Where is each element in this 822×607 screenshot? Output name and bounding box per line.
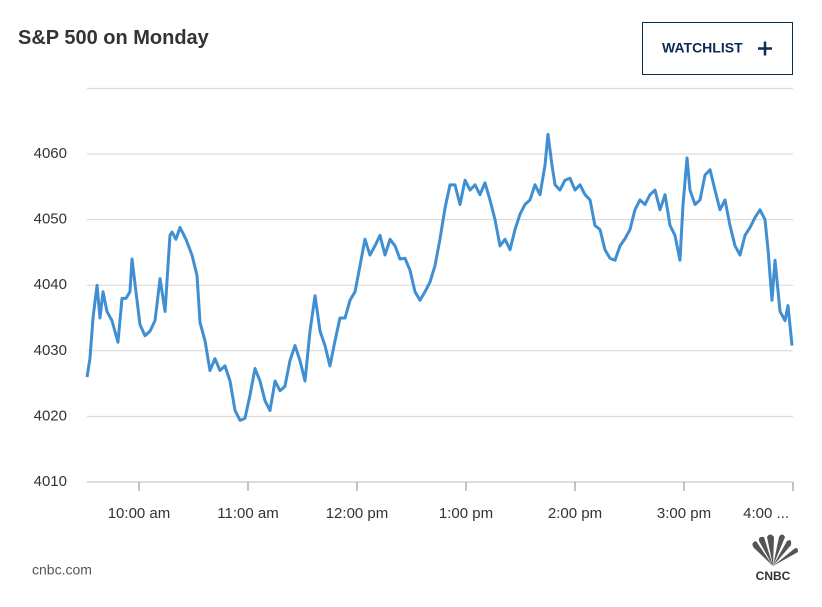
y-tick-label: 4060 (34, 145, 67, 162)
x-tick-label: 1:00 pm (439, 505, 493, 522)
x-tick-label: 10:00 am (108, 505, 171, 522)
x-tick-label: 3:00 pm (657, 505, 711, 522)
y-tick-label: 4040 (34, 276, 67, 293)
y-tick-label: 4020 (34, 407, 67, 424)
logo-text: CNBC (756, 569, 791, 583)
y-tick-label: 4050 (34, 211, 67, 228)
y-tick-label: 4010 (34, 473, 67, 490)
x-tick-label: 12:00 pm (326, 505, 389, 522)
plus-icon[interactable] (758, 41, 772, 56)
source: cnbc.com (32, 562, 92, 578)
chart-title: S&P 500 on Monday (18, 27, 210, 49)
price-line (85, 132, 794, 422)
y-tick-label: 4030 (34, 342, 67, 359)
x-tick-label: 2:00 pm (548, 505, 602, 522)
cnbc-logo: CNBC (752, 534, 798, 583)
button-label[interactable]: WATCHLIST (662, 40, 743, 56)
watchlist-button[interactable]: WATCHLIST (642, 22, 793, 75)
x-tick-label: 4:00 ... (743, 505, 789, 522)
x-tick-label: 11:00 am (217, 505, 278, 522)
